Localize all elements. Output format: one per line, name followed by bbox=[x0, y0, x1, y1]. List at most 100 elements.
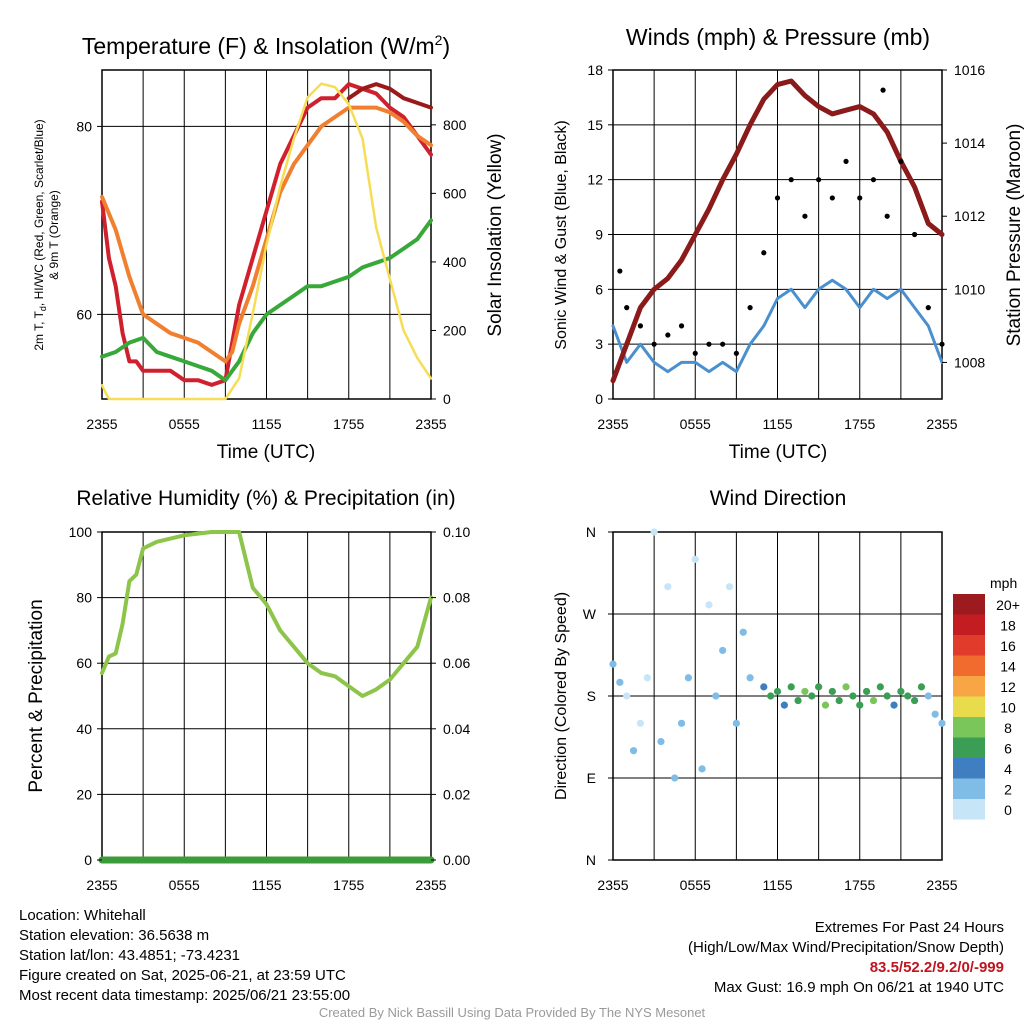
extremes-box: Extremes For Past 24 Hours (High/Low/Max… bbox=[688, 918, 1004, 998]
rh-x-tick-label: 2355 bbox=[86, 877, 117, 893]
wdir-title: Wind Direction bbox=[710, 487, 847, 510]
gust-point bbox=[720, 341, 726, 347]
wind-x-tick-label: 2355 bbox=[926, 416, 957, 432]
rh-x-ticks: 2355 0555 1155 1755 2355 bbox=[86, 877, 446, 893]
wind-direction-point bbox=[712, 692, 720, 700]
rh-title: Relative Humidity (%) & Precipitation (i… bbox=[76, 487, 455, 510]
wind-direction-point bbox=[650, 528, 658, 536]
speed-legend: mph 20+ 18 16 14 12 10 8 6 4 2 0 bbox=[953, 575, 1020, 820]
wind-direction-point bbox=[732, 719, 740, 727]
gust-point bbox=[884, 213, 890, 219]
legend-swatch bbox=[953, 655, 985, 676]
sonic-wind-line bbox=[611, 278, 944, 374]
wdir-grid bbox=[613, 532, 942, 860]
wind-series bbox=[610, 78, 945, 384]
gust-point bbox=[774, 195, 781, 201]
rh-y2-ticks: 0.00 0.02 0.04 0.06 0.08 0.10 bbox=[431, 524, 470, 868]
wind-direction-point bbox=[677, 719, 686, 727]
rh-y2-tick-label: 0.10 bbox=[443, 524, 470, 540]
temp-y2-tick-label: 600 bbox=[443, 185, 467, 201]
rh-x-tick-label: 1155 bbox=[251, 877, 281, 893]
temp-xlabel: Time (UTC) bbox=[217, 442, 316, 463]
wind-direction-point bbox=[897, 687, 905, 696]
legend-unit: mph bbox=[990, 575, 1017, 591]
legend-label: 10 bbox=[1000, 700, 1016, 716]
temp-grid bbox=[102, 70, 431, 399]
wind-ylabel-right: Station Pressure (Maroon) bbox=[1004, 124, 1024, 347]
pressure-line bbox=[610, 78, 945, 384]
gust-point bbox=[816, 177, 822, 183]
temp-y2-tick-label: 800 bbox=[443, 117, 467, 133]
legend-label: 16 bbox=[1000, 638, 1016, 654]
gust-point bbox=[880, 87, 886, 93]
temp-y-tick-label: 60 bbox=[76, 306, 92, 322]
wind-y2-tick-label: 1010 bbox=[954, 281, 985, 297]
wind-direction-point bbox=[623, 692, 631, 700]
legend-label: 18 bbox=[1000, 618, 1016, 634]
wdir-y-tick-label: S bbox=[587, 688, 596, 704]
legend-swatch bbox=[953, 594, 985, 615]
wind-x-tick-label: 1155 bbox=[762, 416, 792, 432]
wdir-y-tick-label: W bbox=[583, 606, 597, 622]
legend-swatch bbox=[953, 737, 985, 758]
gust-point bbox=[870, 177, 877, 183]
gust-point bbox=[911, 231, 918, 238]
wind-x-tick-label: 2355 bbox=[597, 416, 628, 432]
gust-point bbox=[665, 332, 671, 338]
wind-title: Winds (mph) & Pressure (mb) bbox=[626, 24, 930, 50]
wind-direction-point bbox=[767, 692, 775, 700]
insolation-line bbox=[100, 82, 433, 401]
wind-direction-point bbox=[780, 701, 788, 709]
wind-direction-point bbox=[924, 692, 932, 700]
rh-y-tick-label: 60 bbox=[76, 655, 92, 671]
rh-y2-tick-label: 0.04 bbox=[443, 721, 470, 737]
station-latlon: Station lat/lon: 43.4851; -73.4231 bbox=[19, 947, 241, 964]
wind-direction-point bbox=[801, 687, 809, 696]
wind-direction-point bbox=[773, 687, 782, 696]
temp-hiwc-line bbox=[346, 82, 433, 110]
wind-direction-point bbox=[746, 674, 754, 682]
gust-point bbox=[761, 250, 767, 256]
wind-x-tick-label: 1755 bbox=[844, 416, 875, 432]
wdir-series bbox=[609, 528, 946, 782]
wind-direction-point bbox=[705, 601, 713, 609]
rh-y-tick-label: 100 bbox=[69, 524, 93, 540]
credit-line: Created By Nick Bassill Using Data Provi… bbox=[318, 1005, 706, 1020]
wind-direction-point bbox=[629, 747, 638, 755]
gust-point bbox=[939, 341, 945, 347]
wind-y-ticks: 0 3 6 9 12 15 18 bbox=[587, 62, 613, 407]
temp-x-tick-label: 0555 bbox=[169, 416, 200, 432]
temp-y2-tick-label: 200 bbox=[443, 322, 467, 338]
temp-series bbox=[100, 82, 433, 401]
wind-direction-point bbox=[609, 660, 617, 668]
gust-point bbox=[747, 305, 753, 311]
wind-direction-point bbox=[931, 710, 939, 718]
wdir-y-ticks: N E S W N bbox=[583, 524, 613, 868]
wind-direction-point bbox=[883, 692, 891, 700]
wind-y-tick-label: 12 bbox=[587, 172, 603, 188]
rh-y-ticks: 0 20 40 60 80 100 bbox=[69, 524, 102, 868]
wind-direction-point bbox=[904, 692, 912, 700]
gust-point bbox=[678, 323, 685, 329]
wind-y-tick-label: 15 bbox=[587, 117, 603, 133]
legend-swatch bbox=[953, 778, 985, 799]
temp-x-tick-label: 2355 bbox=[86, 416, 117, 432]
wind-direction-point bbox=[890, 701, 898, 709]
legend-swatch bbox=[953, 635, 985, 656]
temp-y-tick-label: 80 bbox=[76, 118, 92, 134]
wind-x-ticks: 2355 0555 1155 1755 2355 bbox=[597, 416, 957, 432]
wind-direction-point bbox=[835, 696, 843, 705]
wind-panel: Winds (mph) & Pressure (mb) 0 3 6 9 12 15 18 1… bbox=[553, 24, 1024, 463]
legend-swatch bbox=[953, 696, 985, 717]
gust-point bbox=[802, 213, 808, 219]
wind-direction-point bbox=[910, 696, 919, 705]
wind-direction-point bbox=[636, 719, 645, 727]
rh-y2-tick-label: 0.06 bbox=[443, 655, 470, 671]
rh-y-tick-label: 20 bbox=[76, 786, 92, 802]
wind-y2-tick-label: 1016 bbox=[954, 62, 985, 78]
legend-swatch bbox=[953, 799, 985, 820]
wind-direction-point bbox=[815, 683, 823, 691]
wind-y-tick-label: 3 bbox=[595, 336, 603, 352]
temp-ylabel-right: Solar Insolation (Yellow) bbox=[485, 133, 506, 336]
wind-xlabel: Time (UTC) bbox=[729, 442, 828, 463]
